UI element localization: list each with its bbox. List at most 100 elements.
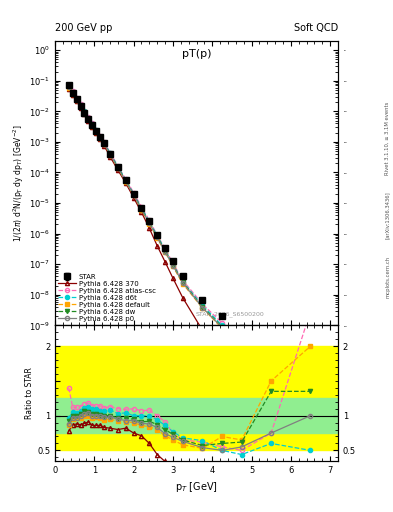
Pythia 6.428 atlas-csc <box>90 120 95 126</box>
Pythia 6.428 p0 <box>108 152 112 158</box>
Pythia 6.428 p0 <box>82 110 87 116</box>
Pythia 6.428 atlas-csc <box>269 348 274 354</box>
Pythia 6.428 dw <box>70 90 75 96</box>
Pythia 6.428 default <box>131 192 136 198</box>
Pythia 6.428 dw <box>123 178 128 184</box>
Pythia 6.428 default <box>108 152 112 158</box>
Pythia 6.428 370 <box>147 225 152 231</box>
Pythia 6.428 370 <box>108 154 112 160</box>
Pythia 6.428 dw <box>200 304 205 310</box>
Pythia 6.428 370 <box>116 167 120 173</box>
Pythia 6.428 default <box>86 116 91 122</box>
Pythia 6.428 atlas-csc <box>200 301 205 307</box>
Pythia 6.428 d6t <box>94 127 99 133</box>
Y-axis label: Ratio to STAR: Ratio to STAR <box>25 367 34 419</box>
Pythia 6.428 default <box>74 97 79 103</box>
Pythia 6.428 default <box>269 353 274 359</box>
Text: mcplots.cern.ch: mcplots.cern.ch <box>385 255 390 297</box>
Pythia 6.428 dw <box>269 348 274 354</box>
Pythia 6.428 d6t <box>239 336 244 343</box>
Pythia 6.428 p0 <box>123 178 128 184</box>
Pythia 6.428 p0 <box>131 192 136 198</box>
Pythia 6.428 dw <box>94 128 99 134</box>
Pythia 6.428 atlas-csc <box>94 126 99 133</box>
Pythia 6.428 370 <box>94 130 99 136</box>
Text: Rivet 3.1.10, ≥ 3.1M events: Rivet 3.1.10, ≥ 3.1M events <box>385 101 390 175</box>
Pythia 6.428 atlas-csc <box>139 204 144 210</box>
Pythia 6.428 atlas-csc <box>102 139 107 145</box>
Pythia 6.428 default <box>163 249 167 255</box>
Pythia 6.428 p0 <box>155 234 160 241</box>
Pythia 6.428 370 <box>220 348 224 354</box>
Pythia 6.428 d6t <box>200 302 205 308</box>
Pythia 6.428 dw <box>102 140 107 146</box>
Pythia 6.428 d6t <box>131 191 136 197</box>
Pythia 6.428 atlas-csc <box>147 218 152 224</box>
Pythia 6.428 default <box>171 263 175 269</box>
Pythia 6.428 370 <box>139 209 144 216</box>
Line: Pythia 6.428 atlas-csc: Pythia 6.428 atlas-csc <box>67 82 312 353</box>
Pythia 6.428 atlas-csc <box>78 101 83 108</box>
Pythia 6.428 370 <box>131 195 136 201</box>
Pythia 6.428 default <box>239 339 244 346</box>
Pythia 6.428 p0 <box>147 220 152 226</box>
Pythia 6.428 default <box>116 165 120 172</box>
Pythia 6.428 dw <box>86 116 91 122</box>
Pythia 6.428 370 <box>308 378 313 384</box>
Text: pT(p): pT(p) <box>182 50 211 59</box>
Pythia 6.428 370 <box>239 365 244 371</box>
Pythia 6.428 dw <box>66 83 71 90</box>
Legend: STAR, Pythia 6.428 370, Pythia 6.428 atlas-csc, Pythia 6.428 d6t, Pythia 6.428 d: STAR, Pythia 6.428 370, Pythia 6.428 atl… <box>57 272 157 323</box>
Pythia 6.428 atlas-csc <box>180 277 185 283</box>
Pythia 6.428 atlas-csc <box>74 95 79 101</box>
Pythia 6.428 atlas-csc <box>239 334 244 340</box>
Pythia 6.428 d6t <box>139 205 144 211</box>
Pythia 6.428 d6t <box>98 134 103 140</box>
Pythia 6.428 default <box>308 344 313 350</box>
Line: Pythia 6.428 370: Pythia 6.428 370 <box>67 87 312 383</box>
Pythia 6.428 d6t <box>90 121 95 127</box>
Pythia 6.428 default <box>98 135 103 141</box>
Pythia 6.428 d6t <box>163 247 167 253</box>
Pythia 6.428 atlas-csc <box>220 320 224 326</box>
Pythia 6.428 d6t <box>180 279 185 285</box>
Pythia 6.428 dw <box>116 164 120 170</box>
Pythia 6.428 default <box>200 305 205 311</box>
Pythia 6.428 dw <box>98 134 103 140</box>
Pythia 6.428 d6t <box>269 350 274 356</box>
Pythia 6.428 d6t <box>102 139 107 145</box>
Pythia 6.428 d6t <box>220 322 224 328</box>
Pythia 6.428 default <box>180 281 185 287</box>
Pythia 6.428 p0 <box>74 97 79 103</box>
Text: [arXiv:1306.3436]: [arXiv:1306.3436] <box>385 191 390 239</box>
Pythia 6.428 atlas-csc <box>163 246 167 252</box>
Pythia 6.428 p0 <box>78 103 83 109</box>
Pythia 6.428 370 <box>171 275 175 281</box>
Pythia 6.428 370 <box>200 327 205 333</box>
Pythia 6.428 d6t <box>78 102 83 108</box>
Pythia 6.428 atlas-csc <box>86 114 91 120</box>
Pythia 6.428 atlas-csc <box>82 108 87 114</box>
Pythia 6.428 d6t <box>147 219 152 225</box>
Pythia 6.428 default <box>90 122 95 129</box>
Pythia 6.428 p0 <box>66 84 71 90</box>
Pythia 6.428 default <box>102 141 107 147</box>
Pythia 6.428 dw <box>155 234 160 240</box>
Pythia 6.428 d6t <box>86 115 91 121</box>
Pythia 6.428 370 <box>123 180 128 186</box>
Pythia 6.428 atlas-csc <box>308 348 313 354</box>
Pythia 6.428 dw <box>139 206 144 212</box>
Pythia 6.428 370 <box>78 105 83 111</box>
Pythia 6.428 d6t <box>70 89 75 95</box>
Pythia 6.428 p0 <box>70 90 75 96</box>
Pythia 6.428 p0 <box>94 129 99 135</box>
Pythia 6.428 dw <box>163 247 167 253</box>
Pythia 6.428 dw <box>108 151 112 157</box>
Pythia 6.428 p0 <box>90 122 95 129</box>
Line: Pythia 6.428 d6t: Pythia 6.428 d6t <box>67 84 312 367</box>
Pythia 6.428 d6t <box>74 96 79 102</box>
Line: Pythia 6.428 default: Pythia 6.428 default <box>67 86 312 358</box>
Pythia 6.428 atlas-csc <box>171 260 175 266</box>
Pythia 6.428 dw <box>308 338 313 345</box>
Bar <box>55 398 338 433</box>
